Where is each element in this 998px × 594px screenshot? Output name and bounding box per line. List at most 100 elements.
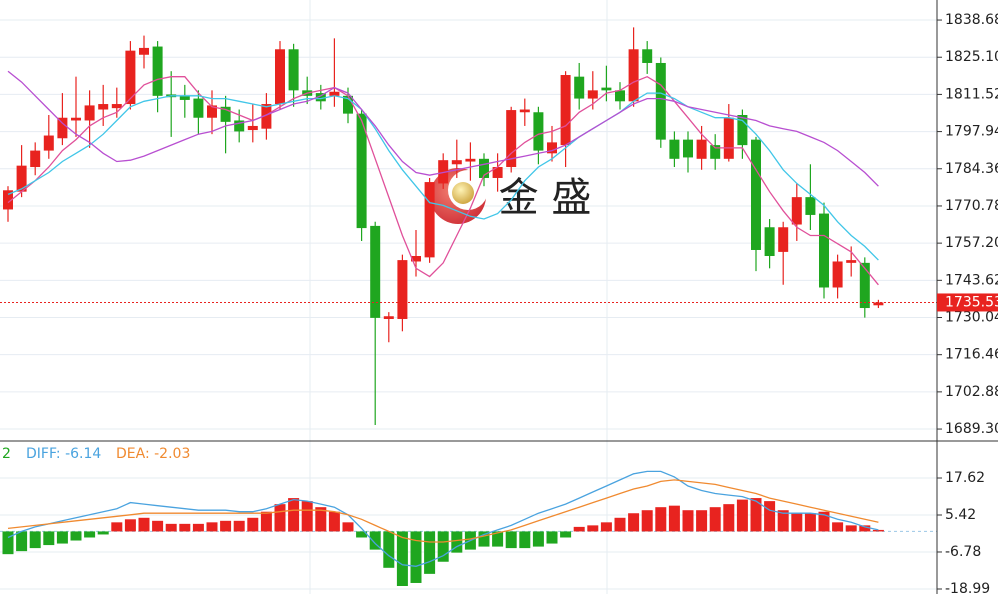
- candle-body: [98, 104, 109, 110]
- candle-body: [30, 150, 41, 168]
- logo-coin: [452, 182, 474, 204]
- macd-bar: [872, 529, 884, 532]
- macd-bar: [546, 531, 558, 544]
- macd-bar: [165, 523, 177, 532]
- candle-body: [547, 142, 557, 154]
- y-tick-label: 5.42: [945, 507, 976, 523]
- candle-body: [723, 117, 734, 159]
- macd-bar: [600, 522, 612, 532]
- candle-body: [846, 260, 857, 263]
- candle-body: [778, 227, 789, 252]
- candle-body: [275, 49, 285, 105]
- candle-body: [628, 49, 639, 102]
- candle-body: [615, 90, 625, 102]
- candle-body: [329, 91, 340, 96]
- candle-body: [438, 160, 449, 184]
- macd-bar: [655, 507, 667, 532]
- macd-bar: [668, 505, 680, 532]
- candle-body: [873, 302, 884, 306]
- macd-bar: [478, 531, 490, 547]
- macd-bar: [696, 510, 708, 532]
- candle-body: [832, 261, 843, 288]
- macd-bar: [356, 531, 368, 538]
- marks: [0, 27, 937, 586]
- diff-label: DIFF: -6.14: [26, 446, 101, 462]
- y-tick-label: 1716.46: [945, 347, 998, 363]
- candle-body: [451, 160, 462, 165]
- macd-bar: [750, 498, 762, 532]
- candle-body: [859, 262, 870, 309]
- macd-bar: [179, 523, 191, 532]
- y-tick-label: 1811.52: [945, 86, 998, 102]
- macd-bar: [16, 531, 28, 552]
- y-tick-label: 1797.94: [945, 124, 998, 140]
- last-price-label: 1735.53: [945, 294, 998, 310]
- candle-body: [179, 95, 190, 100]
- candle-body: [465, 158, 476, 162]
- macd-bar: [845, 525, 857, 532]
- candle-body: [315, 93, 326, 102]
- macd-bar: [274, 504, 286, 532]
- macd-bar: [315, 507, 327, 532]
- y-tick-label: -6.78: [945, 544, 981, 560]
- macd-bar: [560, 531, 572, 538]
- macd-bar: [288, 498, 300, 532]
- candle-body: [343, 95, 353, 114]
- macd-bar: [532, 531, 544, 547]
- candle-body: [152, 46, 163, 96]
- candle-body: [139, 47, 149, 55]
- candle-body: [560, 75, 571, 146]
- candle-body: [819, 213, 829, 288]
- macd-bar: [424, 531, 436, 574]
- macd-bar: [56, 531, 68, 544]
- candle-body: [207, 105, 217, 118]
- y-tick-label: 17.62: [945, 470, 985, 486]
- macd-bar: [641, 510, 653, 532]
- candle-body: [193, 98, 204, 118]
- candle-body: [411, 256, 421, 262]
- candle-body: [751, 139, 761, 250]
- macd-bar: [859, 525, 871, 532]
- macd-bar: [124, 519, 136, 532]
- candle-body: [574, 76, 585, 99]
- macd-bar: [818, 511, 830, 532]
- macd-bar: [451, 531, 463, 553]
- candle-body: [506, 110, 517, 168]
- candle-body: [642, 49, 653, 63]
- candle-body: [696, 139, 707, 159]
- candle-body: [111, 104, 122, 109]
- macd-bar: [29, 531, 41, 549]
- candle-body: [43, 135, 54, 151]
- candle-body: [479, 158, 489, 178]
- macd-bar: [396, 531, 408, 586]
- candle-body: [424, 182, 435, 258]
- candle-body: [356, 113, 367, 229]
- macd-bar: [152, 520, 164, 532]
- macd-bar: [260, 511, 272, 532]
- macd-bar: [342, 522, 354, 532]
- candle-body: [220, 106, 231, 122]
- y-tick-label: 1689.30: [945, 421, 998, 437]
- candle-body: [805, 197, 816, 215]
- macd-bar: [43, 531, 55, 546]
- y-tick-label: 1702.88: [945, 384, 998, 400]
- y-tick-label: 1730.04: [945, 310, 998, 326]
- macd-bar: [764, 501, 776, 532]
- y-tick-label: 1770.78: [945, 198, 998, 214]
- macd-bar: [328, 511, 340, 532]
- macd-bar: [832, 522, 844, 532]
- macd-bar: [614, 517, 626, 532]
- macd-bar: [505, 531, 517, 549]
- macd-bar: [301, 501, 313, 532]
- candle-body: [655, 62, 666, 140]
- last-price-box: [937, 293, 998, 312]
- macd-bar: [369, 531, 381, 550]
- moving-average-line: [7, 92, 879, 261]
- y-tick-label: 1757.20: [945, 235, 998, 251]
- candle-body: [71, 117, 81, 121]
- macd-bar: [791, 513, 803, 532]
- moving-average-line: [7, 70, 879, 187]
- candle-body: [519, 109, 530, 113]
